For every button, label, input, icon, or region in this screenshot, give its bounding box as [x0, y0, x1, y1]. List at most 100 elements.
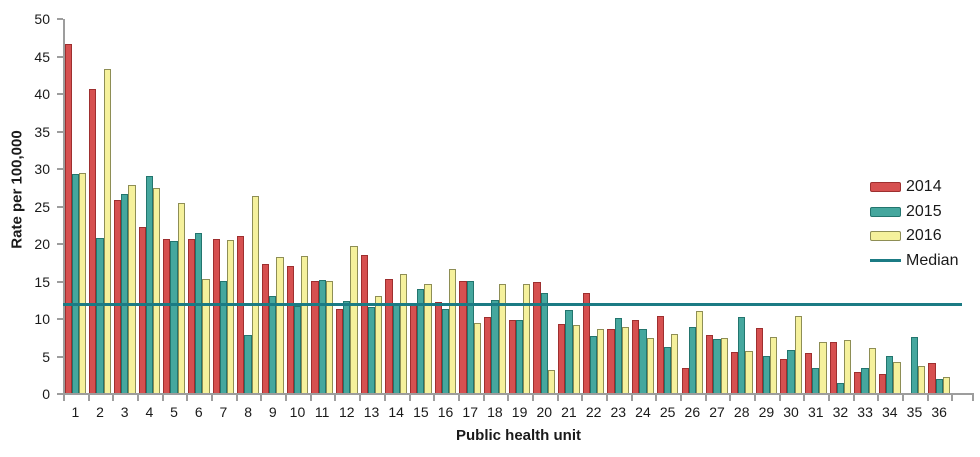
bar-2016-unit-33 — [868, 348, 876, 393]
x-tick-label: 2 — [96, 404, 104, 420]
bar-2015-unit-19 — [515, 319, 524, 393]
bar-2014-unit-16 — [434, 302, 442, 393]
y-tick-label: 40 — [34, 86, 50, 102]
bar-2016-unit-11 — [325, 280, 333, 393]
x-tick — [754, 395, 757, 401]
bar-2015-unit-27 — [713, 339, 721, 393]
x-tick — [877, 395, 880, 401]
bar-2014-unit-6 — [187, 238, 196, 393]
legend-label: 2016 — [906, 227, 942, 245]
bar-2014-unit-8 — [237, 236, 245, 393]
bar-2015-unit-5 — [170, 240, 178, 393]
y-axis-line — [63, 19, 65, 395]
x-tick — [309, 395, 312, 401]
bar-2015-unit-6 — [195, 232, 203, 393]
bar-2016-unit-1 — [78, 173, 87, 393]
x-tick — [359, 395, 362, 401]
bar-2014-unit-14 — [385, 279, 393, 393]
bar-2014-unit-13 — [360, 255, 368, 393]
bar-2016-unit-29 — [770, 336, 778, 393]
bar-2016-unit-23 — [621, 327, 630, 393]
legend-label: 2014 — [906, 178, 942, 196]
bar-2015-unit-13 — [367, 306, 376, 393]
bar-2016-unit-31 — [819, 342, 827, 393]
x-tick-label: 28 — [733, 404, 750, 420]
bar-2015-unit-30 — [787, 349, 795, 393]
x-tick — [828, 395, 831, 401]
x-tick — [852, 395, 855, 401]
bar-2016-unit-4 — [153, 188, 161, 393]
x-tick — [630, 395, 633, 401]
y-tick — [57, 243, 63, 245]
bar-2016-unit-13 — [375, 296, 383, 393]
y-tick-label: 25 — [34, 198, 50, 215]
bar-2015-unit-1 — [71, 174, 79, 393]
bar-2015-unit-36 — [935, 378, 943, 393]
bar-2016-unit-34 — [893, 362, 901, 393]
y-tick-label: 10 — [34, 311, 50, 327]
y-tick — [57, 280, 63, 283]
bar-2015-unit-15 — [417, 288, 425, 393]
y-tick — [57, 130, 63, 133]
bar-2014-unit-33 — [854, 372, 862, 393]
x-tick — [408, 395, 411, 401]
x-tick-label: 5 — [170, 404, 178, 420]
legend-item-2014: 2014 — [870, 175, 958, 200]
bar-2014-unit-32 — [829, 342, 837, 393]
bar-2016-unit-2 — [103, 69, 111, 393]
median-line — [63, 303, 962, 306]
bar-2015-unit-34 — [886, 356, 894, 393]
legend-median-line-swatch — [870, 259, 901, 263]
bar-2016-unit-36 — [942, 376, 950, 393]
x-tick-label: 19 — [511, 404, 528, 420]
bar-2016-unit-18 — [498, 284, 506, 393]
y-tick-label: 30 — [34, 161, 50, 177]
y-tick — [57, 18, 63, 20]
y-tick — [57, 168, 63, 170]
bar-2014-unit-31 — [804, 353, 813, 393]
bar-2016-unit-10 — [301, 255, 309, 393]
x-tick — [235, 395, 238, 401]
y-tick — [57, 318, 63, 320]
x-tick-label: 31 — [807, 404, 824, 420]
x-tick — [507, 395, 510, 401]
y-tick — [57, 93, 63, 95]
x-tick — [383, 395, 386, 401]
x-tick — [605, 395, 608, 401]
y-tick — [57, 355, 63, 358]
x-tick-label: 36 — [931, 404, 947, 420]
bar-2015-unit-8 — [244, 335, 252, 393]
x-tick-label: 18 — [487, 404, 503, 420]
x-tick-label: 32 — [832, 404, 849, 420]
y-tick-label: 5 — [42, 348, 50, 365]
x-tick-label: 9 — [268, 404, 277, 420]
bar-2015-unit-29 — [762, 355, 770, 393]
bar-2015-unit-10 — [293, 306, 302, 393]
bar-2014-unit-15 — [410, 303, 418, 393]
bar-2015-unit-35 — [910, 336, 919, 393]
x-tick-label: 4 — [145, 404, 154, 420]
bar-2015-unit-9 — [269, 296, 277, 393]
bar-2015-unit-25 — [664, 347, 672, 393]
x-tick — [902, 395, 905, 401]
bar-2016-unit-28 — [745, 351, 753, 393]
legend-item-median: Median — [870, 249, 958, 274]
bar-2015-unit-20 — [540, 293, 548, 393]
x-tick-label: 16 — [437, 404, 454, 420]
legend-swatch-2016 — [870, 231, 901, 242]
bar-2015-unit-3 — [121, 193, 129, 393]
y-tick-label: 20 — [34, 236, 50, 252]
x-tick — [87, 395, 90, 401]
bar-2016-unit-5 — [177, 203, 185, 393]
bar-2016-unit-35 — [918, 366, 926, 393]
x-tick-label: 29 — [758, 404, 775, 420]
y-axis-title: Rate per 100,000 — [8, 130, 26, 249]
x-tick — [729, 395, 732, 401]
bar-2015-unit-28 — [738, 316, 746, 393]
y-tick-label: 0 — [42, 386, 50, 402]
legend-swatch-2014 — [870, 182, 901, 193]
bar-2016-unit-14 — [399, 273, 408, 393]
bar-2015-unit-18 — [491, 300, 499, 393]
bar-2015-unit-2 — [96, 237, 104, 393]
x-tick-label: 20 — [536, 404, 553, 420]
